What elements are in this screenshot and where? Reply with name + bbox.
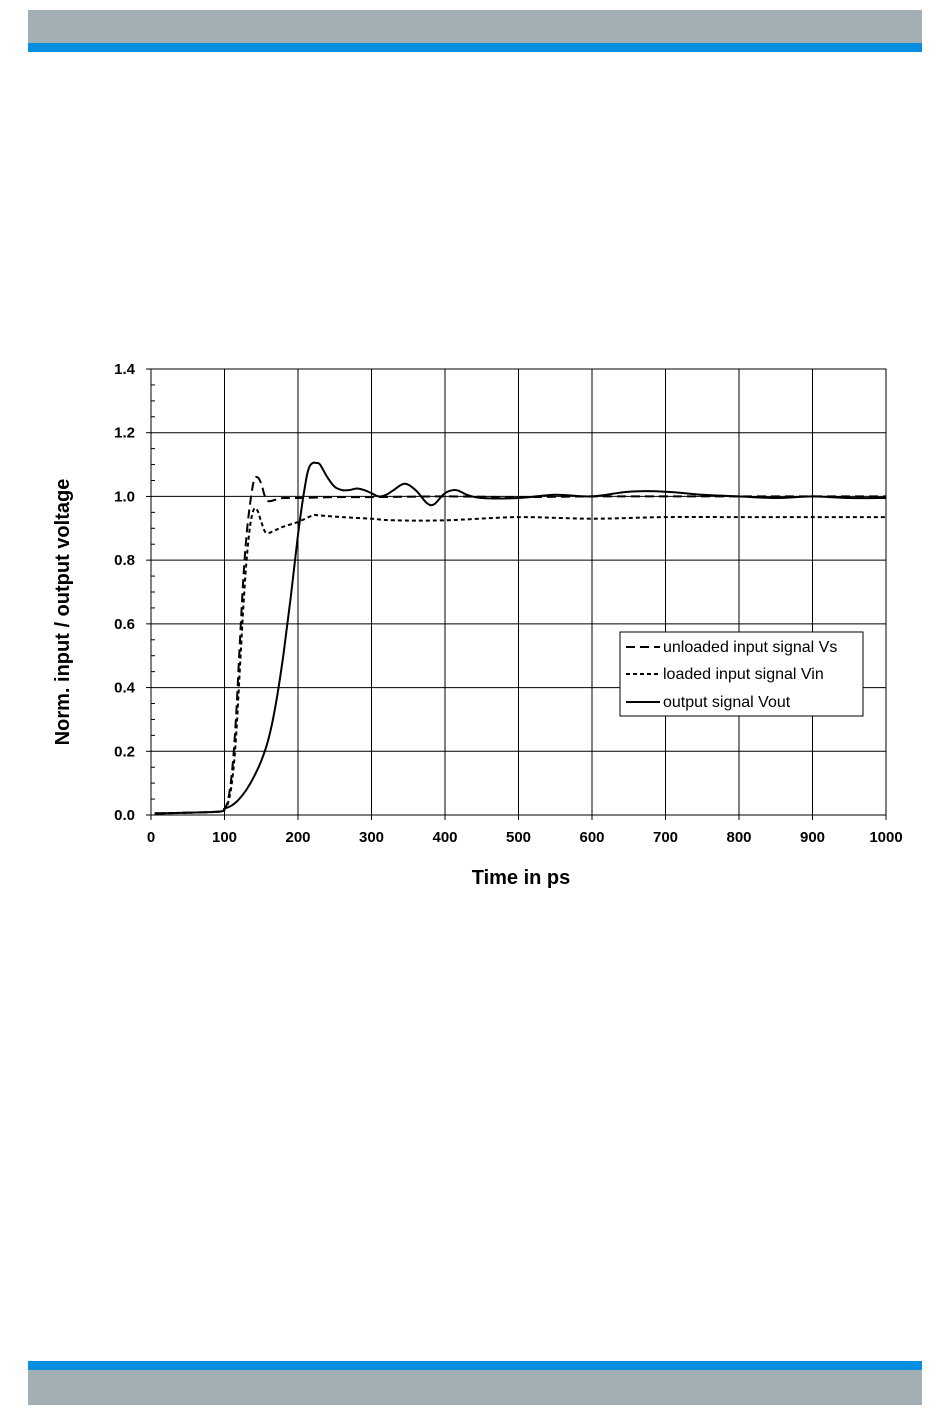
y-tick-label: 1.4 xyxy=(114,361,136,378)
y-axis-tick-labels: 0.0 0.2 0.4 0.6 0.8 1.0 1.2 1.4 xyxy=(114,361,151,824)
header-band-grey xyxy=(28,10,922,43)
header-band-blue xyxy=(28,43,922,52)
footer-band-blue xyxy=(28,1361,922,1370)
x-tick-label: 200 xyxy=(285,829,310,846)
x-tick-label: 700 xyxy=(653,829,678,846)
x-tick-label: 900 xyxy=(800,829,825,846)
x-tick-label: 1000 xyxy=(869,829,902,846)
footer-band-grey xyxy=(28,1370,922,1405)
y-axis-title: Norm. input / output voltage xyxy=(52,479,74,746)
x-tick-label: 300 xyxy=(359,829,384,846)
x-tick-label: 400 xyxy=(432,829,457,846)
x-axis-title: Time in ps xyxy=(472,867,571,889)
y-tick-label: 0.0 xyxy=(114,807,135,824)
y-tick-label: 0.4 xyxy=(114,680,136,697)
x-tick-label: 100 xyxy=(212,829,237,846)
x-tick-label: 0 xyxy=(147,829,155,846)
series-line-vin xyxy=(154,507,886,815)
legend-label-vout: output signal Vout xyxy=(663,694,791,711)
series-lines xyxy=(154,461,887,815)
x-tick-label: 800 xyxy=(726,829,751,846)
legend-box xyxy=(619,631,864,717)
chart-grid xyxy=(151,369,886,815)
legend-label-vs: unloaded input signal Vs xyxy=(663,639,837,656)
x-tick-label: 500 xyxy=(506,829,531,846)
series-line-vout xyxy=(154,461,887,815)
y-tick-label: 0.8 xyxy=(114,552,135,569)
x-axis-tick-labels: 0 100 200 300 400 500 600 700 800 900 1000 xyxy=(147,815,903,846)
y-tick-label: 1.2 xyxy=(114,425,135,442)
y-tick-label: 0.2 xyxy=(114,743,135,760)
y-tick-label: 0.6 xyxy=(114,616,135,633)
legend: unloaded input signal Vs loaded input si… xyxy=(619,631,864,717)
y-axis-minor-ticks xyxy=(151,384,155,800)
y-tick-label: 1.0 xyxy=(114,488,135,505)
x-tick-label: 600 xyxy=(579,829,604,846)
legend-label-vin: loaded input signal Vin xyxy=(663,666,824,683)
